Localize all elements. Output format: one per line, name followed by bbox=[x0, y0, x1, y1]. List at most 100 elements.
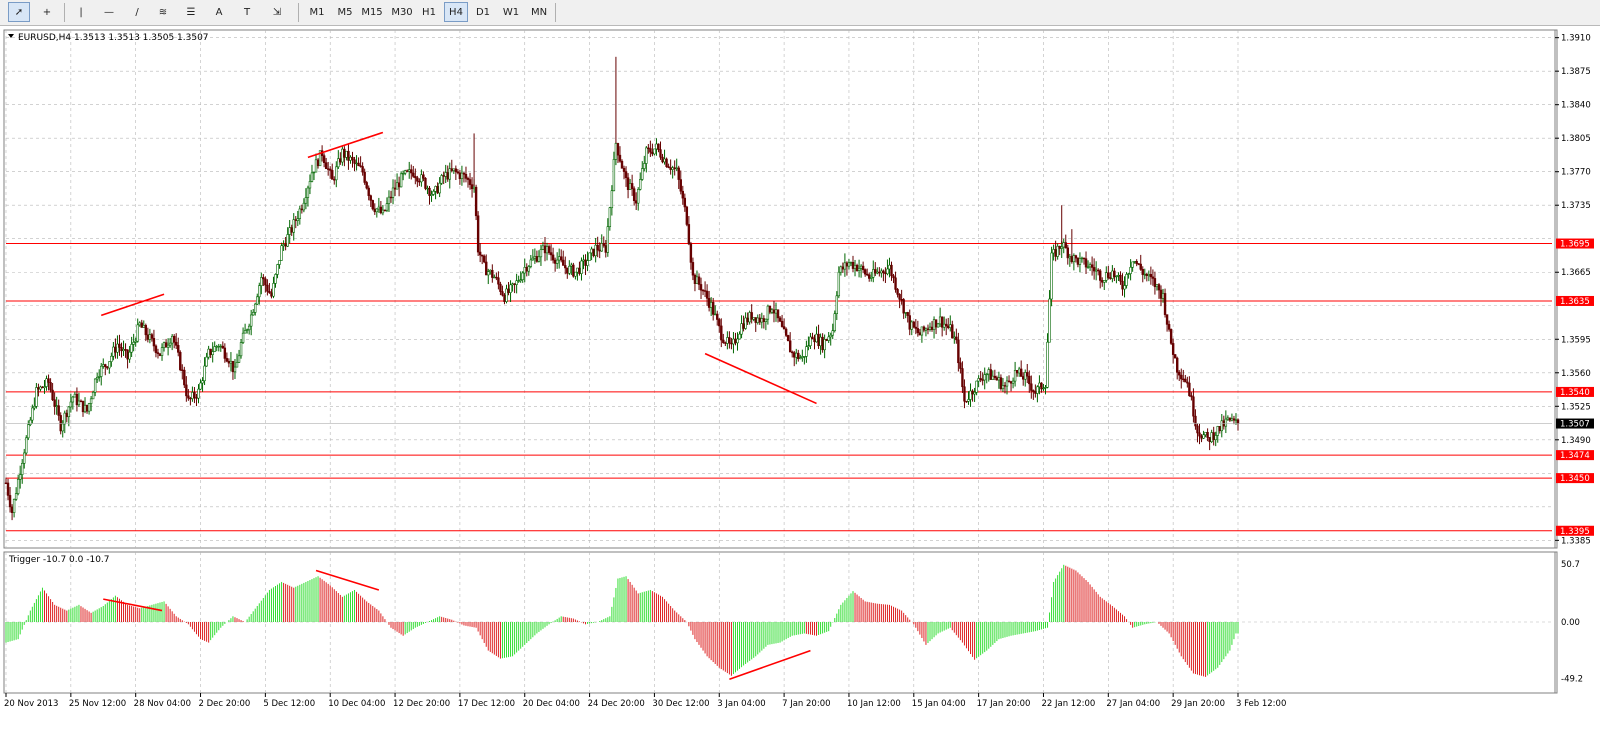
price-tick-label: 1.3595 bbox=[1561, 335, 1591, 345]
candle-body bbox=[274, 274, 277, 284]
candle-body bbox=[1040, 382, 1043, 390]
timeframe-m30-button[interactable]: M30 bbox=[391, 6, 413, 18]
candle-body bbox=[1003, 385, 1007, 387]
candle-body bbox=[971, 390, 974, 395]
candle-body bbox=[533, 256, 537, 259]
indicator-tick-label: 50.7 bbox=[1561, 560, 1580, 570]
timeframe-d1-button[interactable]: D1 bbox=[475, 6, 491, 18]
candle-body bbox=[298, 208, 302, 219]
candle-body bbox=[720, 325, 723, 341]
time-tick-label: 10 Dec 04:00 bbox=[328, 699, 385, 709]
candle-body bbox=[882, 270, 885, 274]
candle-body bbox=[541, 245, 545, 250]
candle-body bbox=[632, 188, 636, 202]
collapse-arrow-icon[interactable] bbox=[8, 34, 14, 38]
candle-body bbox=[365, 182, 368, 189]
candle-body bbox=[1232, 418, 1236, 421]
candle-body bbox=[681, 190, 684, 199]
timeframe-w1-button[interactable]: W1 bbox=[502, 6, 520, 18]
candle-body bbox=[300, 208, 304, 211]
candle-body bbox=[594, 244, 597, 257]
candle-body bbox=[294, 219, 297, 221]
candle-body bbox=[420, 174, 423, 183]
candle-body bbox=[154, 345, 158, 353]
candle-body bbox=[304, 197, 308, 204]
candle-body bbox=[1030, 383, 1033, 391]
candle-body bbox=[326, 168, 330, 170]
candle-body bbox=[112, 346, 115, 357]
candle-body bbox=[183, 369, 186, 386]
candle-body bbox=[1082, 257, 1086, 260]
price-tick-label: 1.3875 bbox=[1561, 67, 1591, 77]
candle-body bbox=[1005, 380, 1009, 387]
timeframe-h1-button[interactable]: H1 bbox=[422, 6, 436, 18]
timeframe-mn-button[interactable]: MN bbox=[530, 6, 548, 18]
candle-body bbox=[432, 191, 435, 195]
candle-body bbox=[416, 177, 419, 182]
candle-body bbox=[762, 318, 766, 323]
cursor-tool-icon[interactable]: ➚ bbox=[8, 2, 30, 22]
candle-body bbox=[39, 386, 42, 390]
candle-body bbox=[23, 452, 26, 464]
candle-body bbox=[793, 352, 796, 358]
arrows-tool-icon[interactable]: ⇲ bbox=[272, 6, 282, 18]
candle-body bbox=[1009, 381, 1013, 384]
candle-body bbox=[4, 482, 8, 484]
candle-body bbox=[136, 324, 139, 342]
candle-body bbox=[898, 294, 901, 300]
horizontal-line-tool-icon[interactable]: — bbox=[104, 6, 114, 18]
candle-body bbox=[51, 389, 54, 401]
candle-body bbox=[351, 156, 354, 161]
candle-body bbox=[677, 167, 680, 180]
candle-body bbox=[175, 341, 178, 346]
candle-body bbox=[89, 398, 93, 404]
level-price-label: 1.3695 bbox=[1560, 240, 1590, 250]
crosshair-tool-icon[interactable]: + bbox=[42, 6, 52, 18]
fibonacci-tool-icon[interactable]: ☰ bbox=[186, 6, 196, 18]
timeframe-m15-button[interactable]: M15 bbox=[361, 6, 383, 18]
timeframe-h4-button[interactable]: H4 bbox=[444, 2, 468, 22]
timeframe-m1-button[interactable]: M1 bbox=[309, 6, 325, 18]
candle-body bbox=[685, 206, 689, 225]
equidistant-channel-tool-icon[interactable]: ≋ bbox=[158, 6, 168, 18]
candle-body bbox=[568, 265, 571, 274]
candle-body bbox=[55, 405, 58, 407]
timeframe-m5-button[interactable]: M5 bbox=[337, 6, 353, 18]
candle-body bbox=[606, 226, 610, 253]
candle-body bbox=[973, 392, 976, 395]
candle-body bbox=[868, 274, 871, 279]
candle-body bbox=[262, 277, 265, 280]
current-price-label: 1.3507 bbox=[1560, 420, 1590, 430]
candle-body bbox=[705, 290, 709, 299]
candle-body bbox=[645, 147, 648, 164]
candle-body bbox=[1036, 386, 1039, 394]
indicator-tick-label: -49.2 bbox=[1561, 674, 1583, 684]
candle-body bbox=[807, 345, 810, 347]
candle-body bbox=[995, 377, 999, 381]
toolbar-separator bbox=[64, 3, 65, 22]
candle-body bbox=[491, 269, 494, 278]
vertical-line-tool-icon[interactable]: | bbox=[79, 6, 83, 18]
candle-body bbox=[442, 175, 445, 177]
candle-body bbox=[14, 493, 18, 500]
candle-body bbox=[884, 272, 887, 275]
candle-body bbox=[770, 309, 774, 313]
candle-body bbox=[1196, 425, 1199, 434]
candle-body bbox=[408, 169, 411, 172]
text-tool-icon[interactable]: A bbox=[215, 6, 223, 18]
time-tick-label: 3 Feb 12:00 bbox=[1236, 699, 1286, 709]
candle-body bbox=[831, 330, 834, 336]
candle-body bbox=[732, 338, 735, 345]
text-label-tool-icon[interactable]: T bbox=[243, 6, 251, 18]
candle-body bbox=[203, 365, 206, 382]
candle-body bbox=[474, 186, 478, 217]
candle-body bbox=[1127, 273, 1130, 275]
trendline-tool-icon[interactable]: / bbox=[135, 6, 139, 18]
chart-svg: 1.3910 1.3875 1.3840 1.3805 1.3770 1.3735 1.36… bbox=[3, 29, 1594, 709]
candle-body bbox=[233, 366, 237, 373]
candle-body bbox=[160, 347, 164, 356]
candle-body bbox=[949, 324, 952, 328]
time-tick-label: 5 Dec 12:00 bbox=[263, 699, 315, 709]
candle-body bbox=[41, 386, 44, 389]
candle-body bbox=[1099, 270, 1102, 281]
